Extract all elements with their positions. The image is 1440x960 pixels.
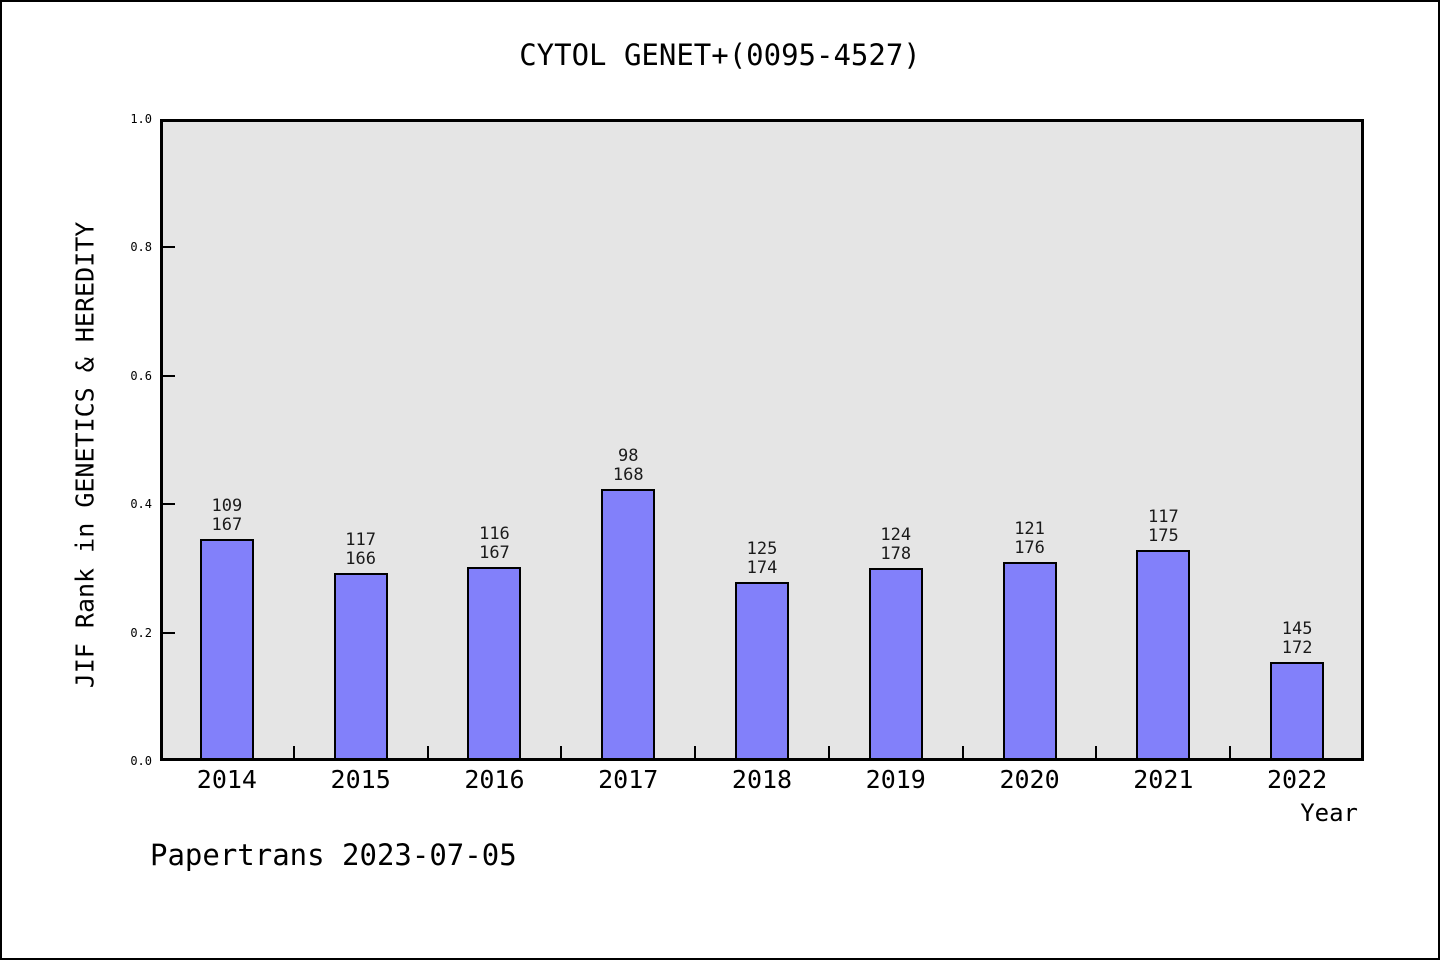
bar-value-label-2020: 121 176 <box>1014 519 1045 558</box>
bar-2015 <box>333 573 388 761</box>
bar-value-label-2022: 145 172 <box>1281 619 1313 658</box>
x-axis-tick <box>1229 746 1231 758</box>
x-tick-label-2022: 2022 <box>1267 765 1328 794</box>
y-axis-tick <box>163 375 175 377</box>
x-axis-tick <box>560 746 562 758</box>
watermark-text: Papertrans 2023-07-05 <box>150 838 517 872</box>
x-axis-tick <box>293 746 295 758</box>
y-tick-label-0.0: 0.0 <box>130 754 152 768</box>
y-axis-tick <box>163 632 175 634</box>
bar-2021 <box>1136 550 1191 761</box>
bar-value-label-2021: 117 175 <box>1147 507 1179 546</box>
x-tick-label-2021: 2021 <box>1133 765 1194 794</box>
y-tick-label-0.2: 0.2 <box>130 626 152 640</box>
y-tick-label-0.4: 0.4 <box>130 497 152 511</box>
x-tick-label-2019: 2019 <box>865 765 926 794</box>
y-axis-label: JIF Rank in GENETICS & HEREDITY <box>70 221 100 689</box>
x-axis-tick <box>828 746 830 758</box>
bar-2022 <box>1270 662 1325 761</box>
bar-2019 <box>868 568 923 761</box>
x-tick-label-2017: 2017 <box>598 765 659 794</box>
x-axis-tick <box>1095 746 1097 758</box>
bar-2018 <box>735 582 789 761</box>
x-tick-label-2020: 2020 <box>999 765 1060 794</box>
y-tick-label-0.6: 0.6 <box>130 369 152 383</box>
bar-value-label-2015: 117 166 <box>345 530 377 569</box>
x-tick-label-2018: 2018 <box>731 765 793 794</box>
x-tick-label-2016: 2016 <box>464 765 525 794</box>
bar-2017 <box>601 489 656 761</box>
bar-value-label-2016: 116 167 <box>479 524 510 563</box>
x-axis-tick <box>962 746 964 758</box>
x-tick-label-2014: 2014 <box>196 765 257 794</box>
chart-title: CYTOL GENET+(0095-4527) <box>519 38 921 72</box>
y-axis-tick <box>163 246 175 248</box>
bar-value-label-2017: 98 168 <box>612 446 644 485</box>
bar-2016 <box>467 567 522 761</box>
y-tick-label-0.8: 0.8 <box>130 240 152 254</box>
y-axis-tick <box>163 503 175 505</box>
y-tick-label-1.0: 1.0 <box>130 112 152 126</box>
x-tick-label-2015: 2015 <box>330 765 391 794</box>
x-axis-tick <box>427 746 429 758</box>
bar-2020 <box>1002 562 1057 761</box>
x-axis-tick <box>694 746 696 758</box>
bar-value-label-2019: 124 178 <box>880 525 912 564</box>
bar-2014 <box>199 539 254 761</box>
x-axis-label: Year <box>1300 799 1358 827</box>
bar-value-label-2018: 125 174 <box>746 539 778 578</box>
bar-value-label-2014: 109 167 <box>211 496 243 535</box>
